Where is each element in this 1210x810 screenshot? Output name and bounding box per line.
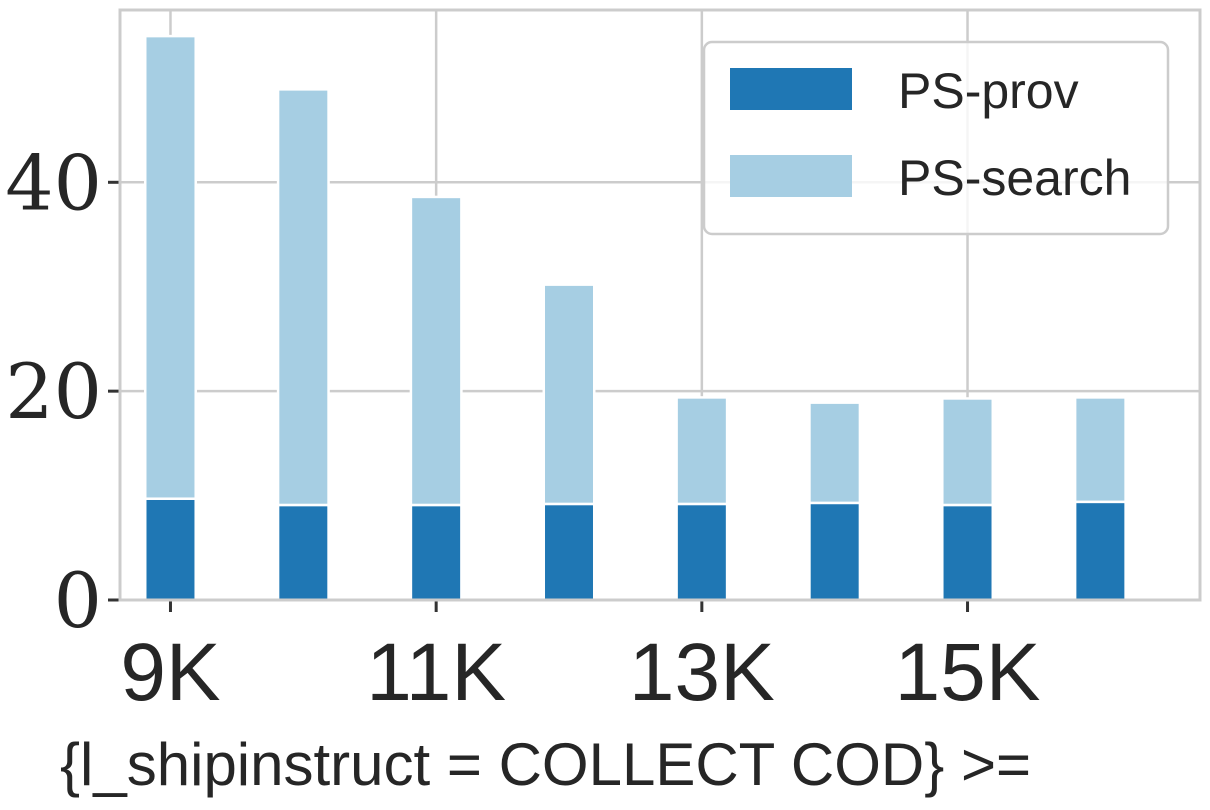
bar-ps-search <box>276 88 330 507</box>
bar-ps-prov <box>675 502 729 602</box>
bar-ps-search <box>808 401 862 505</box>
bar-ps-search <box>542 283 596 506</box>
x-tick-label: 11K <box>366 627 506 718</box>
bar-ps-prov <box>542 502 596 602</box>
ticks: 0 20 40 9K 11K 13K 15K <box>5 138 1040 718</box>
bar-ps-search <box>1073 396 1127 504</box>
plot-frame <box>118 8 1202 602</box>
bar-ps-search <box>675 396 729 506</box>
bar-ps-prov <box>808 501 862 602</box>
legend: PS-prov PS-search <box>702 40 1170 236</box>
bar-ps-prov <box>941 503 995 602</box>
legend-label-ps-prov: PS-prov <box>898 63 1079 119</box>
bar-ps-prov <box>143 497 197 602</box>
bars <box>143 34 1127 602</box>
bar-ps-prov <box>409 503 463 602</box>
x-tick-label: 9K <box>120 627 220 718</box>
legend-label-ps-search: PS-search <box>898 150 1131 206</box>
bar-ps-search <box>941 397 995 507</box>
bar-ps-search <box>409 195 463 507</box>
y-tick-label: 40 <box>5 138 102 227</box>
y-tick-label: 0 <box>54 556 102 645</box>
bar-ps-prov <box>1073 500 1127 602</box>
x-tick-label: 15K <box>895 627 1041 718</box>
y-tick-label: 20 <box>5 347 102 436</box>
bar-ps-search <box>143 34 197 500</box>
legend-swatch-ps-prov <box>730 68 852 110</box>
x-axis-label: {l_shipinstruct = COLLECT COD} >= <box>60 731 1031 798</box>
legend-swatch-ps-search <box>730 155 852 197</box>
x-tick-label: 13K <box>629 627 775 718</box>
bar-ps-prov <box>276 503 330 602</box>
